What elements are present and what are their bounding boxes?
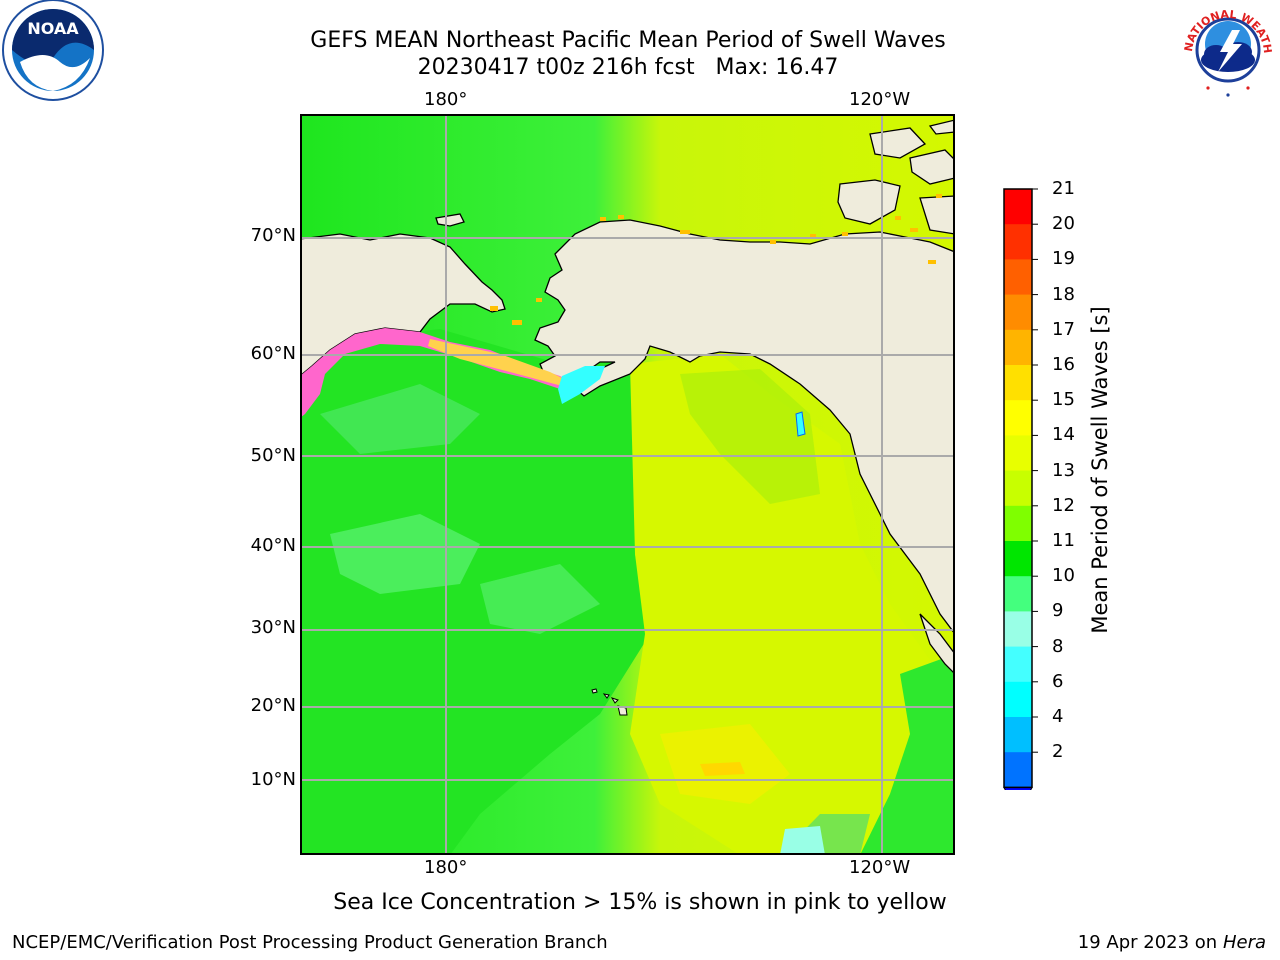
colorbar (990, 180, 1050, 817)
colorbar-tick-label: 8 (1052, 635, 1064, 657)
colorbar-tick-label: 19 (1052, 248, 1075, 270)
lon-label-top-120w: 120°W (849, 89, 911, 110)
colorbar-tick-label: 12 (1052, 494, 1075, 516)
colorbar-segment (1004, 189, 1032, 225)
colorbar-segment (1004, 681, 1032, 718)
lat-label-10n: 10°N (250, 769, 296, 790)
colorbar-segment (1004, 505, 1032, 542)
colorbar-segment (1004, 541, 1032, 577)
colorbar-segment (1004, 294, 1032, 331)
colorbar-tick-label: 17 (1052, 318, 1075, 340)
hawaii (591, 688, 628, 716)
footer-credit: NCEP/EMC/Verification Post Processing Pr… (12, 932, 608, 953)
colorbar-tick-label: 15 (1052, 389, 1075, 411)
colorbar-segment (1004, 435, 1032, 472)
noaa-logo: NOAA (0, 0, 106, 110)
map-title-line-2: 20230417 t00z 216h fcst Max: 16.47 (417, 55, 839, 80)
sea-ice-caption: Sea Ice Concentration > 15% is shown in … (333, 890, 947, 915)
footer-date: 19 Apr 2023 on Hera (1078, 932, 1266, 953)
lat-label-50n: 50°N (250, 445, 296, 466)
lon-label-top-180: 180° (424, 89, 468, 110)
colorbar-segment (1004, 329, 1032, 366)
colorbar-tick-label: 9 (1052, 600, 1064, 622)
lon-label-bottom-120w: 120°W (849, 857, 911, 878)
colorbar-segment (1004, 717, 1032, 753)
ocean-green-se (860, 654, 955, 855)
colorbar-tick-label: 6 (1052, 670, 1064, 692)
noaa-logo-text: NOAA (27, 19, 79, 38)
colorbar-tick-label: 16 (1052, 354, 1075, 375)
colorbar-segment (1004, 752, 1032, 788)
lat-label-30n: 30°N (250, 617, 296, 638)
graticule (300, 114, 955, 855)
ocean-green-region (300, 329, 650, 855)
colorbar-tick-label: 13 (1052, 459, 1075, 481)
footer-date-text: 19 Apr 2023 on (1077, 932, 1223, 953)
lat-label-70n: 70°N (250, 225, 296, 246)
lat-label-20n: 20°N (250, 695, 296, 716)
colorbar-tick-label: 14 (1052, 424, 1075, 446)
lat-label-40n: 40°N (250, 535, 296, 556)
colorbar-tick-label: 11 (1052, 530, 1075, 551)
lat-label-60n: 60°N (250, 343, 296, 364)
colorbar-segment (1004, 576, 1032, 612)
colorbar-tick-label: 21 (1052, 178, 1075, 199)
colorbar-segment (1004, 611, 1032, 648)
swell-period-map (300, 114, 955, 859)
colorbar-tick-label: 2 (1052, 741, 1064, 763)
colorbar-tick-label: 20 (1052, 213, 1075, 235)
colorbar-segment (1004, 400, 1032, 436)
colorbar-title: Mean Period of Swell Waves [s] (1088, 306, 1112, 634)
colorbar-segment (1004, 259, 1032, 296)
ocean-lightgreen-patches (330, 514, 480, 594)
colorbar-segment (1004, 365, 1032, 401)
nws-logo: NATIONAL WEATHER SERVICE (1172, 0, 1280, 108)
map-title-line-1: GEFS MEAN Northeast Pacific Mean Period … (310, 28, 946, 53)
colorbar-segment (1004, 224, 1032, 260)
footer-host: Hera (1222, 932, 1266, 953)
colorbar-tick-label: 18 (1052, 283, 1075, 305)
colorbar-segment (1004, 470, 1032, 507)
colorbar-tick-label: 10 (1052, 565, 1075, 587)
lon-label-bottom-180: 180° (424, 857, 468, 878)
colorbar-tick-label: 4 (1052, 706, 1064, 727)
arctic-ice-dots (490, 194, 942, 325)
sea-ice-cook-inlet (558, 366, 605, 404)
colorbar-segment (1004, 646, 1032, 683)
